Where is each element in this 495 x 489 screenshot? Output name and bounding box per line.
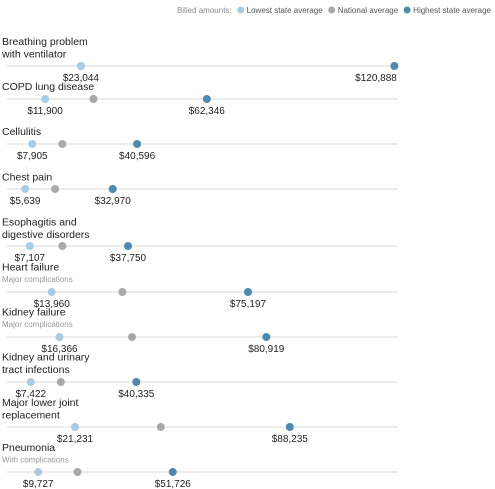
dot-high: [285, 423, 294, 431]
dot-high: [124, 242, 132, 250]
dot-high: [262, 333, 271, 341]
dot-low: [71, 423, 79, 431]
high-value-label: $75,197: [230, 299, 267, 310]
legend-title: Billed amounts:: [177, 6, 232, 15]
high-value-label: $88,235: [272, 434, 309, 445]
dot-nat: [89, 95, 98, 103]
legend-label-nat: National average: [338, 6, 399, 15]
legend-swatch-low: [237, 6, 245, 14]
dot-high: [244, 288, 252, 296]
high-value-label: $32,970: [95, 196, 132, 207]
dot-nat: [56, 378, 65, 386]
dot-nat: [156, 423, 165, 431]
condition-label: with ventilator: [1, 49, 67, 61]
condition-label: Kidney failure: [2, 307, 66, 319]
condition-sublabel: Major complications: [2, 320, 73, 329]
dot-low: [21, 185, 30, 193]
high-value-label: $40,596: [119, 151, 156, 162]
legend-swatch-nat: [328, 6, 336, 14]
dot-low: [76, 62, 85, 70]
condition-sublabel: Major complications: [2, 275, 73, 284]
condition-row: COPD lung disease $11,900 $62,346: [2, 81, 398, 117]
low-value-label: $23,044: [63, 73, 100, 84]
high-value-label: $51,726: [155, 479, 192, 489]
condition-label: replacement: [2, 409, 60, 421]
low-value-label: $16,366: [41, 344, 78, 355]
condition-label: Chest pain: [2, 171, 52, 183]
dot-high: [390, 62, 399, 70]
low-value-label: $11,900: [27, 106, 63, 117]
dot-low: [25, 242, 34, 250]
condition-sublabel: With complications: [2, 455, 69, 464]
dot-low: [41, 95, 50, 103]
high-value-label: $62,346: [189, 106, 226, 117]
condition-row: Chest pain $5,639 $32,970: [2, 171, 398, 207]
legend: Billed amounts: Highest state average Nat…: [177, 6, 492, 15]
dot-nat: [118, 288, 127, 296]
condition-label: Cellulitis: [2, 126, 41, 138]
low-value-label: $7,107: [15, 253, 46, 264]
dot-high: [168, 468, 177, 476]
condition-label: tract infections: [2, 364, 70, 376]
high-value-label: $37,750: [110, 253, 147, 264]
dot-nat: [58, 140, 67, 148]
condition-label: Major lower joint: [2, 397, 79, 409]
condition-label: Breathing problem: [2, 36, 88, 48]
high-value-label: $40,335: [118, 389, 155, 400]
dot-high: [132, 378, 141, 386]
dot-nat: [128, 333, 136, 341]
condition-label: digestive disorders: [2, 229, 90, 241]
condition-label: Esophagitis and: [2, 216, 77, 228]
dot-nat: [58, 242, 67, 250]
dot-low: [34, 468, 43, 476]
dot-low: [26, 378, 35, 386]
condition-label: Heart failure: [2, 262, 59, 274]
low-value-label: $7,422: [16, 389, 47, 400]
legend-swatch-high: [403, 6, 411, 14]
dot-low: [55, 333, 64, 341]
dot-high: [133, 140, 142, 148]
low-value-label: $21,231: [57, 434, 94, 445]
low-value-label: $5,639: [10, 196, 41, 207]
dot-nat: [73, 468, 82, 476]
low-value-label: $13,960: [34, 299, 71, 310]
high-value-label: $120,888: [355, 73, 397, 84]
dot-high: [108, 185, 117, 193]
dot-nat: [51, 185, 60, 193]
high-value-label: $80,919: [248, 344, 285, 355]
condition-label: COPD lung disease: [2, 81, 94, 93]
condition-label: Pneumonia: [2, 442, 55, 454]
low-value-label: $7,905: [17, 151, 48, 162]
low-value-label: $9,727: [23, 479, 54, 489]
condition-label: Kidney and urinary: [2, 352, 90, 364]
dot-low: [28, 140, 37, 148]
dot-high: [202, 95, 211, 103]
dot-low: [47, 288, 56, 296]
legend-label-low: Lowest state average: [247, 6, 324, 15]
legend-label-high: Highest state average: [413, 6, 491, 15]
condition-row: Cellulitis $7,905 $40,596: [2, 126, 398, 162]
